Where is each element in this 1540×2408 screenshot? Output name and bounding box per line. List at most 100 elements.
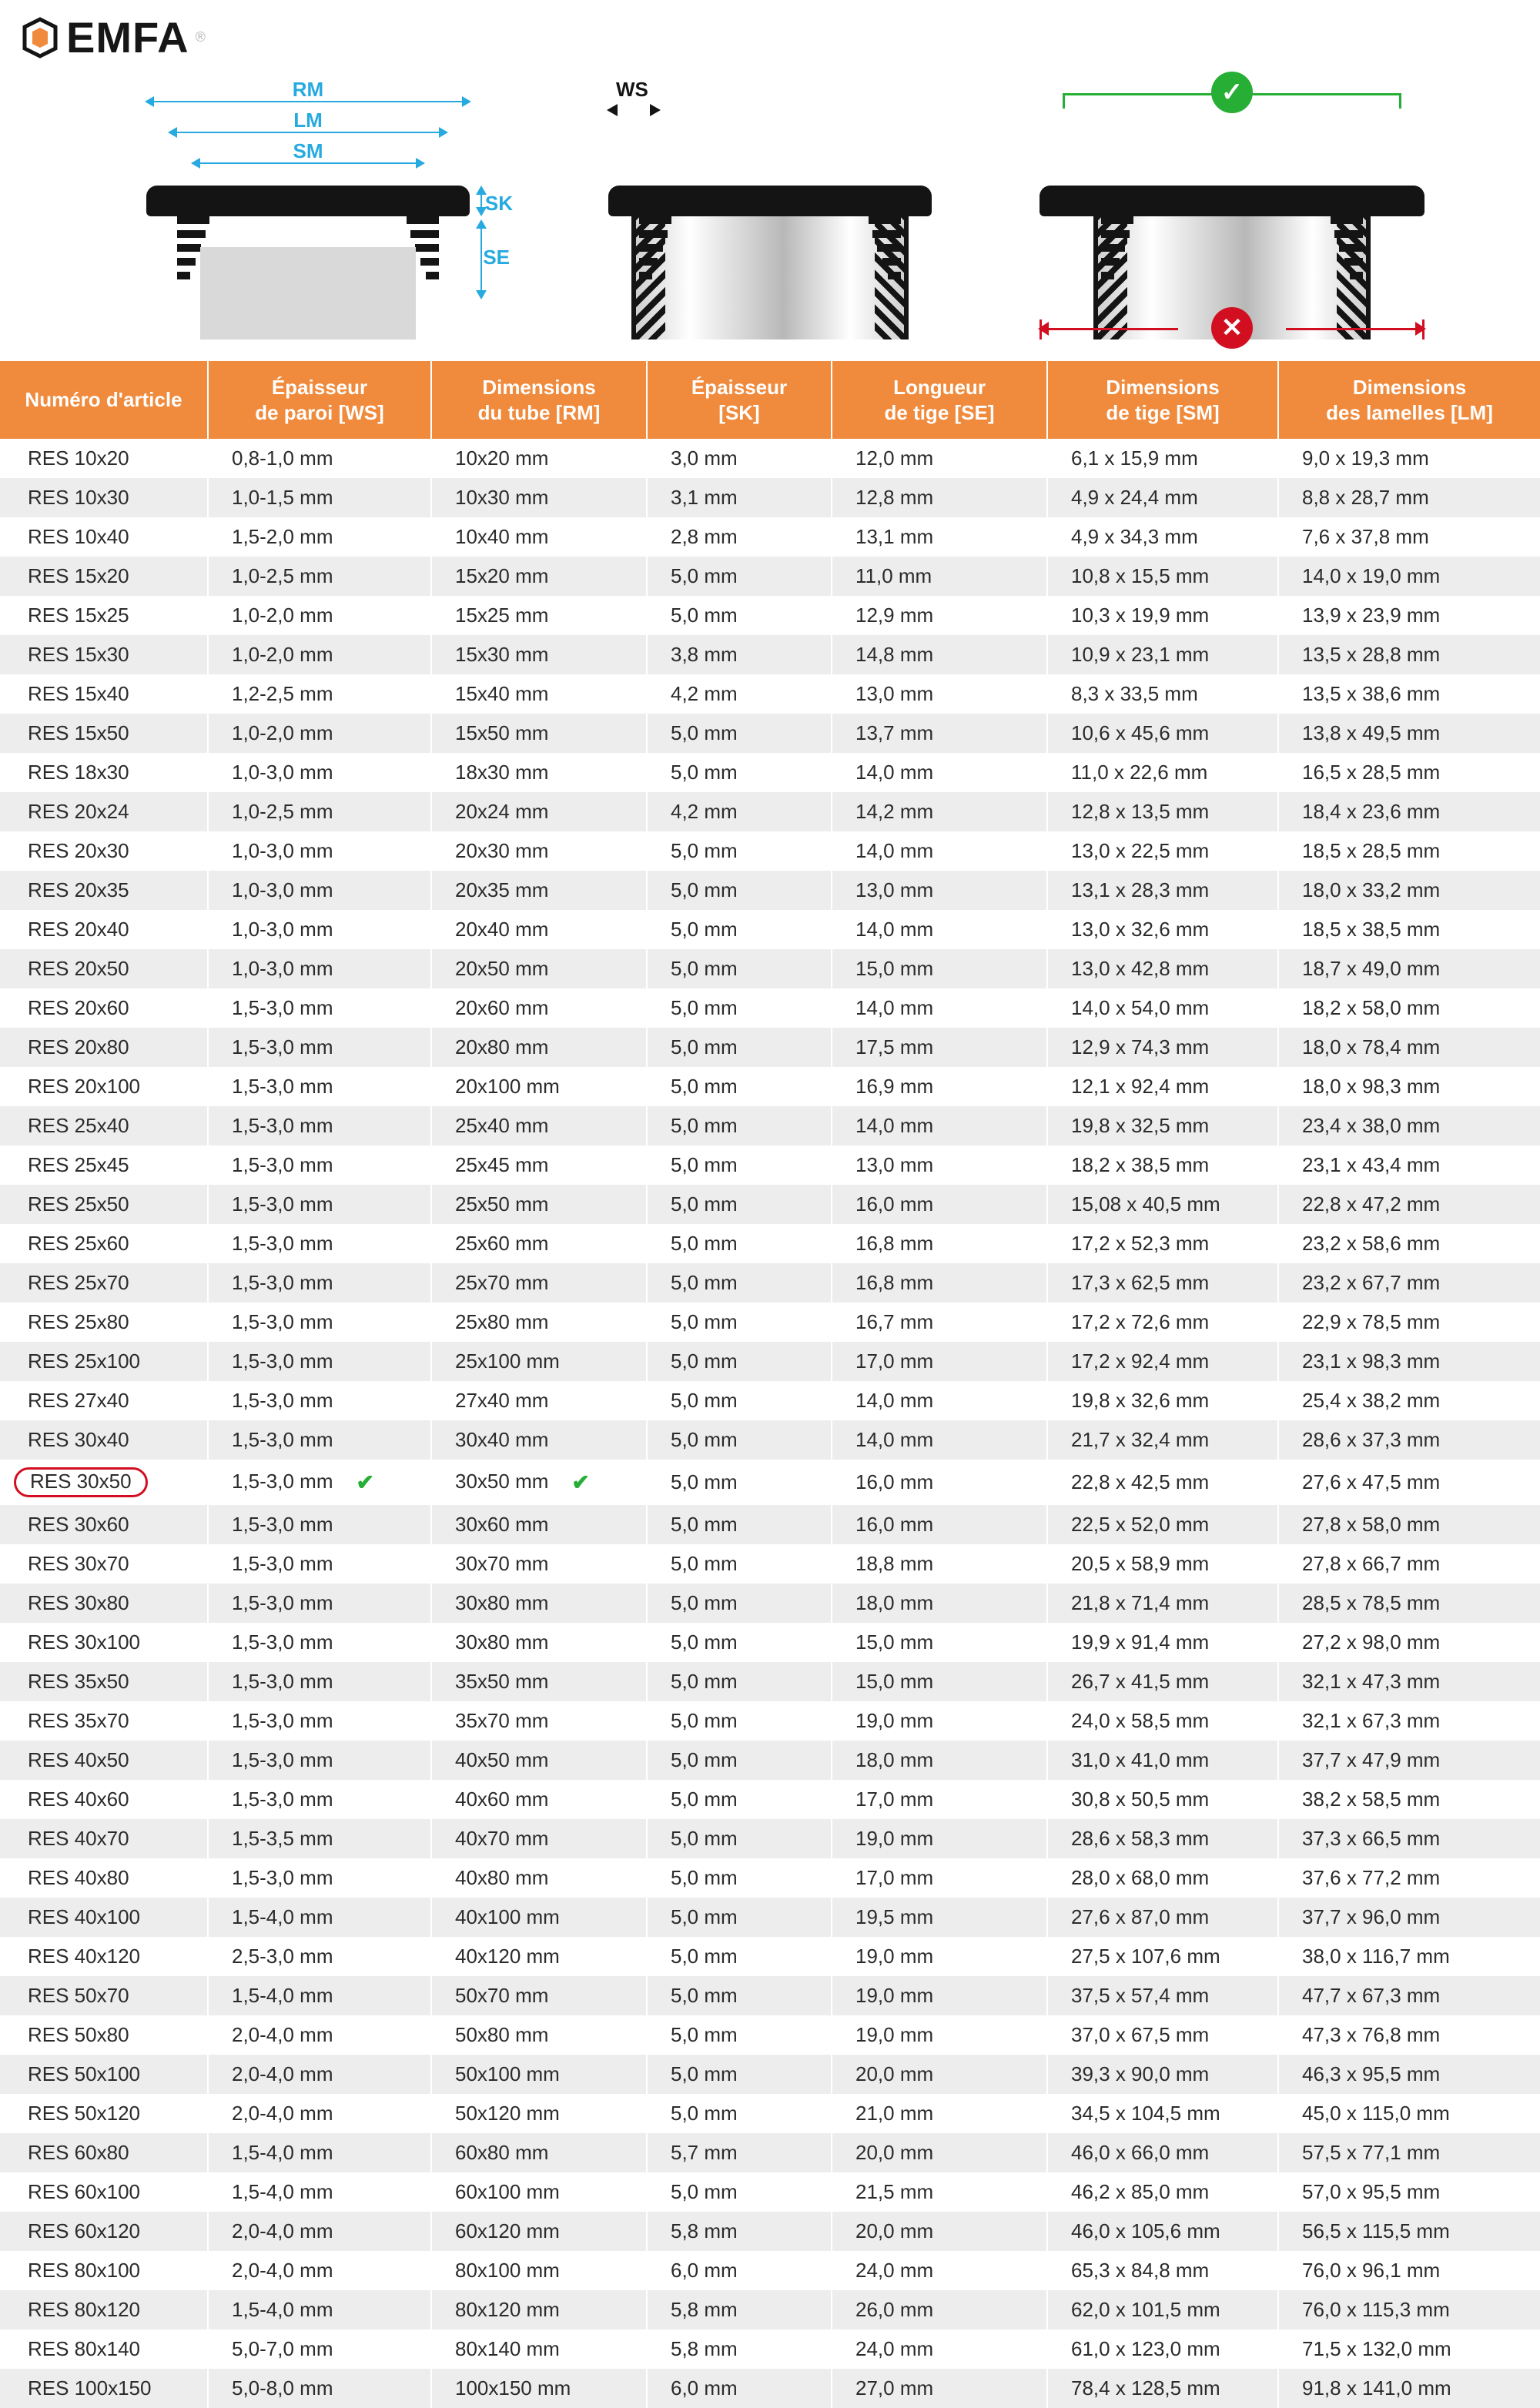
table-cell: 1,5-3,0 mm (208, 1584, 431, 1623)
table-cell: RES 80x100 (0, 2251, 208, 2290)
table-cell: 5,7 mm (647, 2133, 832, 2172)
table-cell: 5,0 mm (647, 871, 832, 910)
table-cell: 1,0-3,0 mm (208, 871, 431, 910)
table-cell: 19,8 x 32,5 mm (1047, 1106, 1278, 1145)
table-cell: 10,3 x 19,9 mm (1047, 596, 1278, 635)
table-cell: 14,0 mm (832, 1381, 1047, 1420)
table-cell: 5,0 mm (647, 2172, 832, 2212)
table-row: RES 50x1202,0-4,0 mm50x120 mm5,0 mm21,0 … (0, 2094, 1540, 2133)
table-cell: 5,0 mm (647, 1858, 832, 1898)
brand-name: EMFA (66, 12, 189, 62)
table-cell: 5,0 mm (647, 1028, 832, 1067)
table-cell: 5,0 mm (647, 1898, 832, 1937)
table-cell: 5,0 mm (647, 1544, 832, 1584)
brand-reg: ® (196, 29, 206, 45)
table-cell: 17,2 x 92,4 mm (1047, 1342, 1278, 1381)
table-cell: RES 40x80 (0, 1858, 208, 1898)
table-cell: 13,5 x 38,6 mm (1278, 674, 1540, 714)
table-cell: 30x60 mm (431, 1505, 647, 1544)
table-row: RES 25x801,5-3,0 mm25x80 mm5,0 mm16,7 mm… (0, 1303, 1540, 1342)
table-cell: 7,6 x 37,8 mm (1278, 517, 1540, 557)
table-cell: 10,9 x 23,1 mm (1047, 635, 1278, 674)
table-cell: 20x100 mm (431, 1067, 647, 1106)
table-row: RES 25x701,5-3,0 mm25x70 mm5,0 mm16,8 mm… (0, 1263, 1540, 1303)
table-cell: 1,5-4,0 mm (208, 2172, 431, 2212)
table-cell: 5,0 mm (647, 1584, 832, 1623)
table-cell: RES 50x70 (0, 1976, 208, 2015)
table-row: RES 25x501,5-3,0 mm25x50 mm5,0 mm16,0 mm… (0, 1185, 1540, 1224)
table-cell: 37,6 x 77,2 mm (1278, 1858, 1540, 1898)
table-header-cell: Épaisseurde paroi [WS] (208, 361, 431, 439)
table-cell: 25x50 mm (431, 1185, 647, 1224)
table-cell: 2,0-4,0 mm (208, 2015, 431, 2055)
table-cell: 25x60 mm (431, 1224, 647, 1263)
table-row: RES 10x200,8-1,0 mm10x20 mm3,0 mm12,0 mm… (0, 439, 1540, 478)
table-cell: 13,0 x 42,8 mm (1047, 949, 1278, 988)
table-cell: 13,0 x 32,6 mm (1047, 910, 1278, 949)
table-cell: 5,0 mm (647, 596, 832, 635)
table-cell: 9,0 x 19,3 mm (1278, 439, 1540, 478)
table-header: Numéro d'articleÉpaisseurde paroi [WS]Di… (0, 361, 1540, 439)
table-cell: RES 15x20 (0, 557, 208, 596)
table-cell: 11,0 x 22,6 mm (1047, 753, 1278, 792)
table-cell: 27,6 x 47,5 mm (1278, 1460, 1540, 1505)
table-row: RES 35x501,5-3,0 mm35x50 mm5,0 mm15,0 mm… (0, 1662, 1540, 1701)
table-cell: 47,3 x 76,8 mm (1278, 2015, 1540, 2055)
table-cell: 5,0 mm (647, 1420, 832, 1460)
table-cell: 57,5 x 77,1 mm (1278, 2133, 1540, 2172)
table-cell: 12,8 x 13,5 mm (1047, 792, 1278, 831)
table-cell: 27,5 x 107,6 mm (1047, 1937, 1278, 1976)
table-cell: 17,3 x 62,5 mm (1047, 1263, 1278, 1303)
table-row: RES 30x601,5-3,0 mm30x60 mm5,0 mm16,0 mm… (0, 1505, 1540, 1544)
table-cell: 22,5 x 52,0 mm (1047, 1505, 1278, 1544)
table-cell: 1,5-3,0 mm (208, 1662, 431, 1701)
table-cell: RES 15x50 (0, 714, 208, 753)
table-cell: 30x70 mm (431, 1544, 647, 1584)
table-cell: 16,8 mm (832, 1263, 1047, 1303)
table-cell: 40x70 mm (431, 1819, 647, 1858)
check-icon: ✓ (1211, 72, 1253, 113)
brand-logo: EMFA ® (0, 0, 1540, 70)
table-cell: 10x30 mm (431, 478, 647, 517)
table-cell: RES 60x120 (0, 2212, 208, 2251)
table-cell: RES 60x100 (0, 2172, 208, 2212)
table-cell: 2,0-4,0 mm (208, 2094, 431, 2133)
table-cell: 100x150 mm (431, 2369, 647, 2408)
table-row: RES 20x241,0-2,5 mm20x24 mm4,2 mm14,2 mm… (0, 792, 1540, 831)
table-cell: 12,0 mm (832, 439, 1047, 478)
table-cell: 5,0 mm (647, 1460, 832, 1505)
table-cell: 4,2 mm (647, 674, 832, 714)
table-row: RES 15x201,0-2,5 mm15x20 mm5,0 mm11,0 mm… (0, 557, 1540, 596)
table-cell: 20x60 mm (431, 988, 647, 1028)
table-cell: 15x40 mm (431, 674, 647, 714)
table-header-cell: Dimensionsdu tube [RM] (431, 361, 647, 439)
table-cell: 5,0 mm (647, 2015, 832, 2055)
table-cell: 5,0 mm (647, 1342, 832, 1381)
table-cell: 20,0 mm (832, 2133, 1047, 2172)
highlighted-article: RES 30x50 (14, 1467, 148, 1497)
table-row: RES 25x451,5-3,0 mm25x45 mm5,0 mm13,0 mm… (0, 1145, 1540, 1185)
table-cell: 18,8 mm (832, 1544, 1047, 1584)
table-cell: 18,2 x 58,0 mm (1278, 988, 1540, 1028)
table-cell: 5,8 mm (647, 2212, 832, 2251)
table-cell: 10,6 x 45,6 mm (1047, 714, 1278, 753)
table-cell: 3,1 mm (647, 478, 832, 517)
table-row: RES 20x301,0-3,0 mm20x30 mm5,0 mm14,0 mm… (0, 831, 1540, 871)
table-cell: 1,0-2,5 mm (208, 557, 431, 596)
table-cell: 1,5-3,0 mm (208, 1106, 431, 1145)
table-cell: 18,2 x 38,5 mm (1047, 1145, 1278, 1185)
table-cell: RES 10x40 (0, 517, 208, 557)
table-cell: 20x24 mm (431, 792, 647, 831)
table-row: RES 50x802,0-4,0 mm50x80 mm5,0 mm19,0 mm… (0, 2015, 1540, 2055)
table-cell: 23,4 x 38,0 mm (1278, 1106, 1540, 1145)
table-cell: 25,4 x 38,2 mm (1278, 1381, 1540, 1420)
table-cell: 23,1 x 98,3 mm (1278, 1342, 1540, 1381)
table-cell: 46,2 x 85,0 mm (1047, 2172, 1278, 2212)
table-cell: 1,5-3,0 mm (208, 988, 431, 1028)
table-cell: RES 40x50 (0, 1741, 208, 1780)
table-cell: 5,0 mm (647, 1381, 832, 1420)
table-row: RES 40x801,5-3,0 mm40x80 mm5,0 mm17,0 mm… (0, 1858, 1540, 1898)
table-cell: 1,5-4,0 mm (208, 1898, 431, 1937)
label-ws: WS (616, 78, 648, 102)
table-row: RES 60x1202,0-4,0 mm60x120 mm5,8 mm20,0 … (0, 2212, 1540, 2251)
